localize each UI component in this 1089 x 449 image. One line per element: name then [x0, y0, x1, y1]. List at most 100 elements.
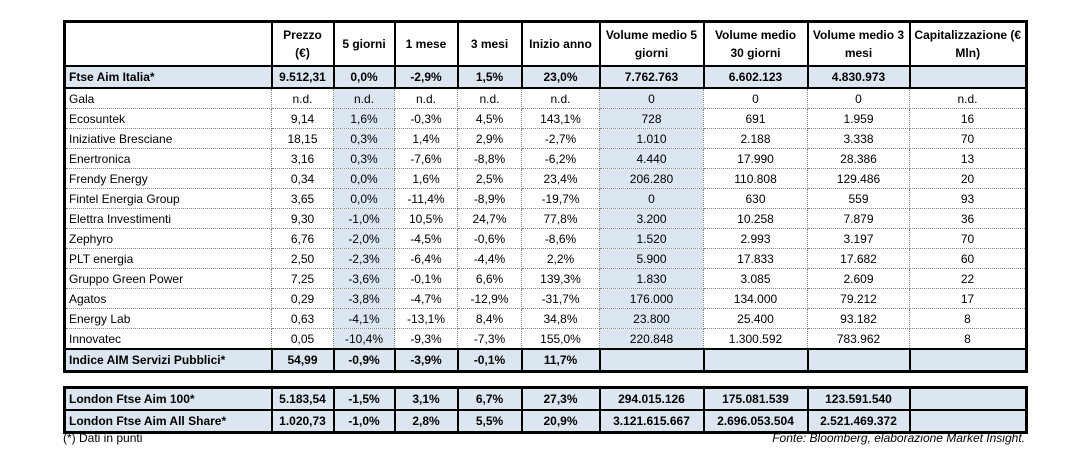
row-label: Zephyro	[64, 228, 272, 249]
cell: -8,6%	[521, 228, 600, 249]
source-note: Fonte: Bloomberg, elaborazione Market In…	[772, 431, 1025, 445]
cell	[908, 65, 1028, 89]
cell: 25.400	[703, 308, 808, 329]
table-row: Elettra Investimenti 9,30 -1,0% 10,5% 24,7% 7…	[64, 208, 1027, 229]
cell: -4,1%	[333, 308, 395, 329]
cell	[908, 386, 1028, 411]
cell: -31,7%	[521, 288, 600, 309]
table-row: Enertronica 3,16 0,3% -7,6% -8,8% -6,2% 4.440 1…	[64, 148, 1027, 169]
cell: 110.808	[703, 168, 808, 189]
table-row: Agatos 0,29 -3,8% -4,7% -12,9% -31,7% 176.000 1…	[64, 288, 1027, 309]
row-label: Energy Lab	[64, 308, 272, 329]
row-label	[63, 20, 273, 67]
cell: 34,8%	[521, 308, 600, 329]
cell: -12,9%	[457, 288, 522, 309]
cell: Capitalizzazione (€ Mln)	[908, 20, 1028, 67]
cell: 630	[703, 188, 808, 209]
cell: 1.959	[807, 108, 910, 129]
cell: 783.962	[807, 328, 910, 350]
cell: -13,1%	[394, 308, 458, 329]
cell: 0,05	[271, 328, 334, 350]
cell	[702, 348, 809, 373]
cell: 3.085	[703, 268, 808, 289]
row-label: Ftse Aim Italia*	[63, 65, 273, 89]
cell: 2,9%	[457, 128, 522, 149]
cell: 4.440	[599, 148, 704, 169]
cell: 4,5%	[457, 108, 522, 129]
cell: 0	[703, 87, 808, 109]
row-label: London Ftse Aim 100*	[63, 386, 273, 411]
cell: 1.830	[599, 268, 704, 289]
table-row: Innovatec 0,05 -10,4% -9,3% -7,3% 155,0% 220.8…	[64, 328, 1027, 350]
cell: -0,9%	[332, 348, 396, 373]
cell: -10,4%	[333, 328, 395, 350]
cell: 3,16	[271, 148, 334, 169]
cell: 6,7%	[456, 386, 523, 411]
cell: 70	[909, 228, 1027, 249]
cell: 4.830.973	[806, 65, 911, 89]
cell: 20	[909, 168, 1027, 189]
table-row: Gruppo Green Power 7,25 -3,6% -0,1% 6,6% 139,…	[64, 268, 1027, 289]
cell: 6,6%	[457, 268, 522, 289]
cell: 3.338	[807, 128, 910, 149]
cell: 143,1%	[521, 108, 600, 129]
cell: -4,5%	[394, 228, 458, 249]
row-label: Gala	[64, 87, 272, 109]
cell: -2,9%	[393, 65, 459, 89]
cell: Volume medio 3 mesi	[806, 20, 911, 67]
cell: n.d.	[394, 87, 458, 109]
cell: 93	[909, 188, 1027, 209]
footnote: (*) Dati in punti	[63, 431, 143, 445]
cell: 220.848	[599, 328, 704, 350]
cell: 1.010	[599, 128, 704, 149]
cell: 1,5%	[456, 65, 523, 89]
cell: 1.300.592	[703, 328, 808, 350]
cell: 2,8%	[393, 409, 459, 434]
cell: 13	[909, 148, 1027, 169]
cell: 7.762.763	[598, 65, 705, 89]
cell: 77,8%	[521, 208, 600, 229]
cell: -0,1%	[394, 268, 458, 289]
cell: -3,8%	[333, 288, 395, 309]
cell: 6,76	[271, 228, 334, 249]
index-row: Ftse Aim Italia* 9.512,31 0,0% -2,9% 1,5% 23,…	[63, 65, 1028, 89]
cell: 1,6%	[333, 108, 395, 129]
table-row: PLT energia 2,50 -2,3% -6,4% -4,4% 2,2% 5.900 1…	[64, 248, 1027, 269]
cell: 8,4%	[457, 308, 522, 329]
cell	[908, 409, 1028, 434]
cell: n.d.	[521, 87, 600, 109]
cell: 0	[599, 87, 704, 109]
cell: 79.212	[807, 288, 910, 309]
cell: 1 mese	[393, 20, 459, 67]
cell: 23,0%	[520, 65, 601, 89]
cell: 2,2%	[521, 248, 600, 269]
row-label: Frendy Energy	[64, 168, 272, 189]
cell: -1,0%	[332, 409, 396, 434]
cell: 17.990	[703, 148, 808, 169]
cell: -19,7%	[521, 188, 600, 209]
cell	[806, 348, 911, 373]
row-label: Iniziative Bresciane	[64, 128, 272, 149]
london-index-row: London Ftse Aim 100* 5.183,54 -1,5% 3,1% 6,7…	[63, 386, 1028, 411]
cell: -0,6%	[457, 228, 522, 249]
cell: 23.800	[599, 308, 704, 329]
index-row: Indice AIM Servizi Pubblici* 54,99 -0,9% -3…	[63, 348, 1028, 373]
cell: 134.000	[703, 288, 808, 309]
cell: 3.197	[807, 228, 910, 249]
cell: n.d.	[909, 87, 1027, 109]
cell: 70	[909, 128, 1027, 149]
cell: Prezzo (€)	[270, 20, 335, 67]
cell: 0,63	[271, 308, 334, 329]
cell: Inizio anno	[520, 20, 601, 67]
cell: 139,3%	[521, 268, 600, 289]
header-row: Prezzo (€) 5 giorni 1 mese 3 mesi Inizio ann…	[63, 20, 1028, 67]
cell: 5,5%	[456, 409, 523, 434]
cell: 7,25	[271, 268, 334, 289]
cell: 1.520	[599, 228, 704, 249]
cell: n.d.	[333, 87, 395, 109]
cell: -9,3%	[394, 328, 458, 350]
cell: -7,6%	[394, 148, 458, 169]
cell: -8,9%	[457, 188, 522, 209]
cell: 175.081.539	[702, 386, 809, 411]
cell	[908, 348, 1028, 373]
